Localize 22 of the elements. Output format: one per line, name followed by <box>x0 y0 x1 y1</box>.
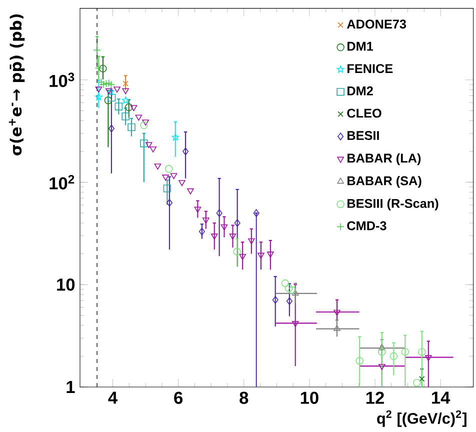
legend-label: BESIII (R-Scan) <box>348 198 438 210</box>
legend-label: DM2 <box>348 86 373 96</box>
legend-label: BABAR (LA) <box>348 153 421 166</box>
x-tick-label: 4 <box>108 392 118 404</box>
y-axis-title: σ(e$^{+}$e$^{-}$→ pp̄) (pb) <box>8 14 25 156</box>
x-tick-label: 12 <box>366 392 384 404</box>
legend-label: CMD-3 <box>347 221 386 230</box>
legend-label: FENICE <box>348 64 393 74</box>
legend-label: DM1 <box>348 42 374 51</box>
y-tick-label: 10$^{3}$ <box>50 72 74 88</box>
x-tick-label: 10 <box>300 392 318 404</box>
y-tick-label: 1 <box>66 381 75 393</box>
x-axis-title: q$^{2}$ [(GeV/c)$^{2}$] <box>377 410 466 427</box>
x-tick-label: 8 <box>240 392 248 404</box>
x-tick-label: 14 <box>432 392 450 404</box>
legend-label: CLEO <box>347 108 382 118</box>
x-tick-label: 6 <box>174 392 183 404</box>
legend-label: ADONE73 <box>346 20 406 29</box>
y-tick-label: 10$^{2}$ <box>50 175 74 190</box>
legend-label: BESII <box>348 131 379 140</box>
legend-label: BABAR (SA) <box>348 176 422 188</box>
y-tick-label: 10 <box>57 278 75 291</box>
